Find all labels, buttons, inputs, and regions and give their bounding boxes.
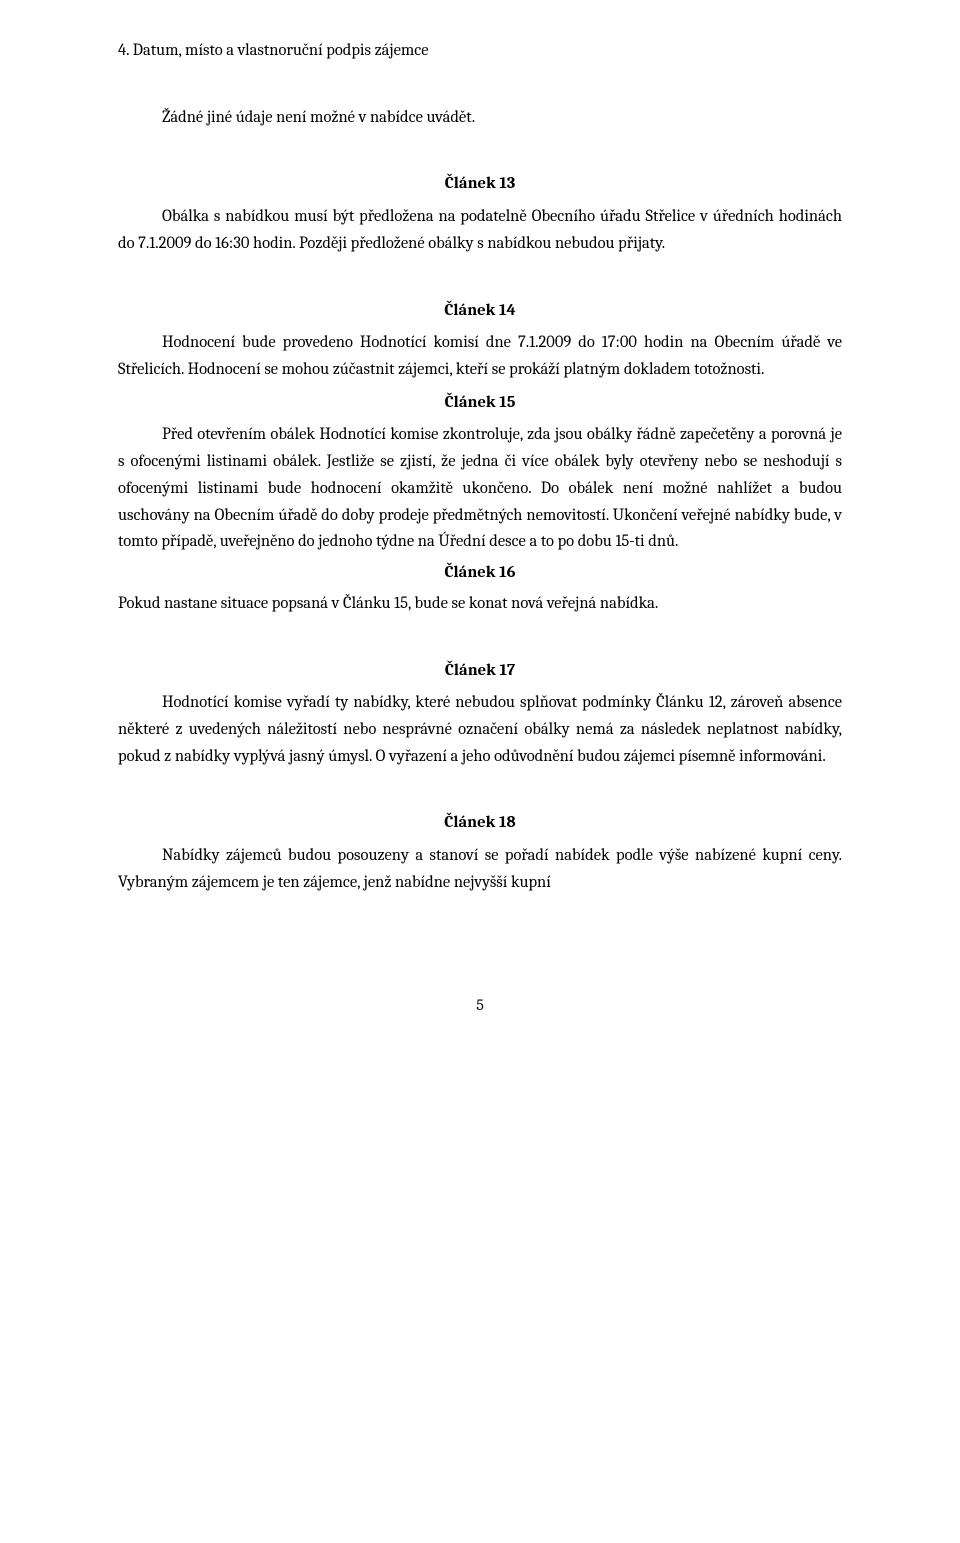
standalone-note: Žádné jiné údaje není možné v nabídce uv… [118, 105, 842, 132]
article-13-text: Obálka s nabídkou musí být předložena na… [118, 204, 842, 257]
article-14-text: Hodnocení bude provedeno Hodnotící komis… [118, 330, 842, 383]
article-18-text: Nabídky zájemců budou posouzeny a stanov… [118, 843, 842, 896]
article-17-heading: Článek 17 [118, 658, 842, 685]
article-13-heading: Článek 13 [118, 171, 842, 198]
article-18-heading: Článek 18 [118, 810, 842, 837]
article-14-heading: Článek 14 [118, 298, 842, 325]
article-17-text: Hodnotící komise vyřadí ty nabídky, kter… [118, 690, 842, 770]
article-15-text: Před otevřením obálek Hodnotící komise z… [118, 422, 842, 556]
article-16-text: Pokud nastane situace popsaná v Článku 1… [118, 591, 842, 618]
article-16-heading: Článek 16 [118, 560, 842, 587]
article-15-heading: Článek 15 [118, 390, 842, 417]
list-item-4: 4. Datum, místo a vlastnoruční podpis zá… [118, 38, 842, 65]
page-number: 5 [118, 993, 842, 1019]
